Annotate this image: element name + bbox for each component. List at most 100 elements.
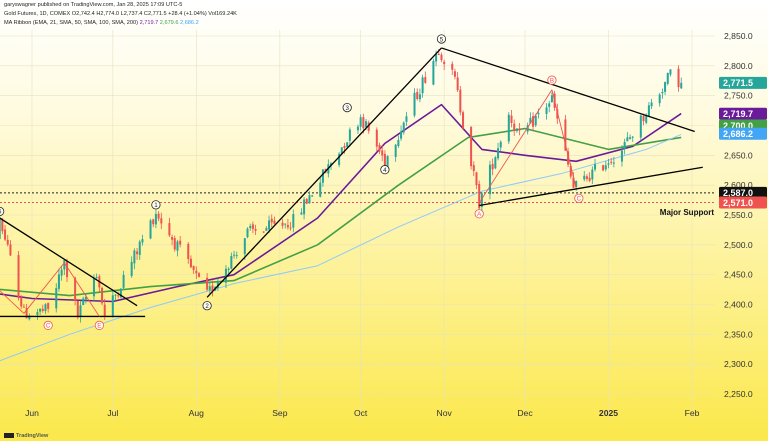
candle-body: [381, 150, 384, 156]
wave-line: [478, 89, 553, 204]
wave-label: 1: [154, 202, 158, 209]
price-label-box: [719, 107, 767, 120]
footer-brand[interactable]: TradingView: [4, 433, 48, 439]
candle-body: [602, 165, 605, 171]
indicator-ema21-value: 2,719.7: [139, 20, 159, 26]
candle-body: [383, 153, 386, 167]
candle-body: [243, 238, 246, 255]
ma-line-sma100: [0, 133, 682, 362]
candle-body: [537, 112, 540, 115]
y-tick-label: 2,450.0: [724, 270, 753, 280]
price-label-text: 2,719.7: [723, 109, 753, 119]
candle-body: [154, 213, 157, 225]
candle-body: [149, 220, 152, 239]
candle-body: [254, 228, 257, 231]
candle-body: [626, 137, 629, 142]
candle-body: [567, 151, 570, 165]
candle-body: [440, 54, 443, 61]
wave-labels: 5ACE12345ABC: [0, 34, 584, 330]
footer-brand-label: TradingView: [16, 433, 49, 439]
candle-body: [424, 77, 427, 83]
x-tick-label: Jun: [25, 408, 39, 418]
candle-body: [515, 128, 518, 131]
candle-body: [265, 228, 268, 231]
candle-body: [378, 144, 381, 152]
candle-body: [171, 237, 174, 240]
candle-body: [475, 172, 478, 186]
candle-body: [39, 308, 42, 312]
candle-body: [650, 102, 653, 107]
y-tick-label: 2,500.0: [724, 240, 753, 250]
candle-body: [386, 156, 389, 168]
y-tick-label: 2,850.0: [724, 31, 753, 41]
candle-body: [416, 91, 419, 100]
candle-body: [319, 182, 322, 197]
wave-label-circle: [151, 200, 161, 210]
annotation-major-support: Major Support: [660, 208, 715, 217]
candle-body: [402, 122, 405, 133]
candle-body: [400, 131, 403, 139]
candle-body: [117, 295, 120, 297]
candle-body: [564, 119, 567, 151]
candle-body: [141, 239, 144, 243]
candle-body: [629, 137, 632, 140]
wave-label: 4: [383, 167, 387, 174]
trendline: [206, 47, 442, 298]
wave-line: [0, 290, 25, 314]
x-tick-label: Jul: [107, 408, 118, 418]
candle-body: [281, 222, 284, 226]
candle-body: [612, 162, 615, 164]
x-tick-label: Oct: [354, 408, 368, 418]
candle-body: [289, 227, 292, 229]
candle-body: [76, 300, 79, 318]
candle-body: [338, 153, 341, 165]
wave-label-circle: [436, 34, 447, 44]
candle-body: [44, 304, 47, 312]
candle-body: [130, 261, 133, 276]
candle-body: [343, 145, 346, 149]
wave-label: 3: [345, 105, 349, 112]
wave-label-circle: [547, 75, 557, 85]
candle-body: [375, 129, 378, 147]
candle-body: [569, 166, 572, 177]
candle-body: [340, 147, 343, 155]
candle-body: [47, 302, 50, 309]
candle-body: [22, 306, 25, 308]
candle-body: [198, 273, 201, 277]
candle-body: [95, 276, 98, 278]
candle-body: [507, 114, 510, 142]
candle-body: [607, 163, 610, 165]
candle-body: [273, 220, 276, 224]
candle-body: [173, 238, 176, 250]
candle-body: [25, 307, 28, 319]
candle-body: [284, 223, 287, 225]
wave-label: 2: [205, 303, 209, 310]
horizontal-levels: [0, 192, 715, 203]
price-label-text: 2,700.0: [723, 121, 753, 131]
wave-label-circle: [474, 209, 484, 219]
candle-body: [4, 229, 7, 240]
candle-body: [550, 95, 553, 102]
y-tick-label: 2,400.0: [724, 300, 753, 310]
candle-body: [28, 315, 31, 320]
candle-body: [300, 212, 303, 215]
candle-body: [103, 304, 106, 316]
candle-body: [556, 109, 559, 119]
candle-body: [189, 258, 192, 268]
candle-body: [529, 117, 532, 124]
wave-label: E: [97, 323, 101, 330]
candle-body: [499, 141, 502, 148]
price-label-box: [719, 76, 767, 89]
candle-body: [631, 136, 634, 138]
symbol-line: Gold Futures, 1D, COMEX O2,742.4 H2,774.…: [4, 11, 237, 17]
candle-body: [594, 164, 597, 170]
candle-body: [119, 288, 122, 298]
candle-body: [230, 256, 233, 269]
trendline: [441, 47, 695, 133]
price-label-box: [719, 127, 767, 140]
wave-label-circle: [342, 103, 352, 113]
price-label-box: [719, 186, 767, 199]
candle-body: [658, 94, 661, 104]
